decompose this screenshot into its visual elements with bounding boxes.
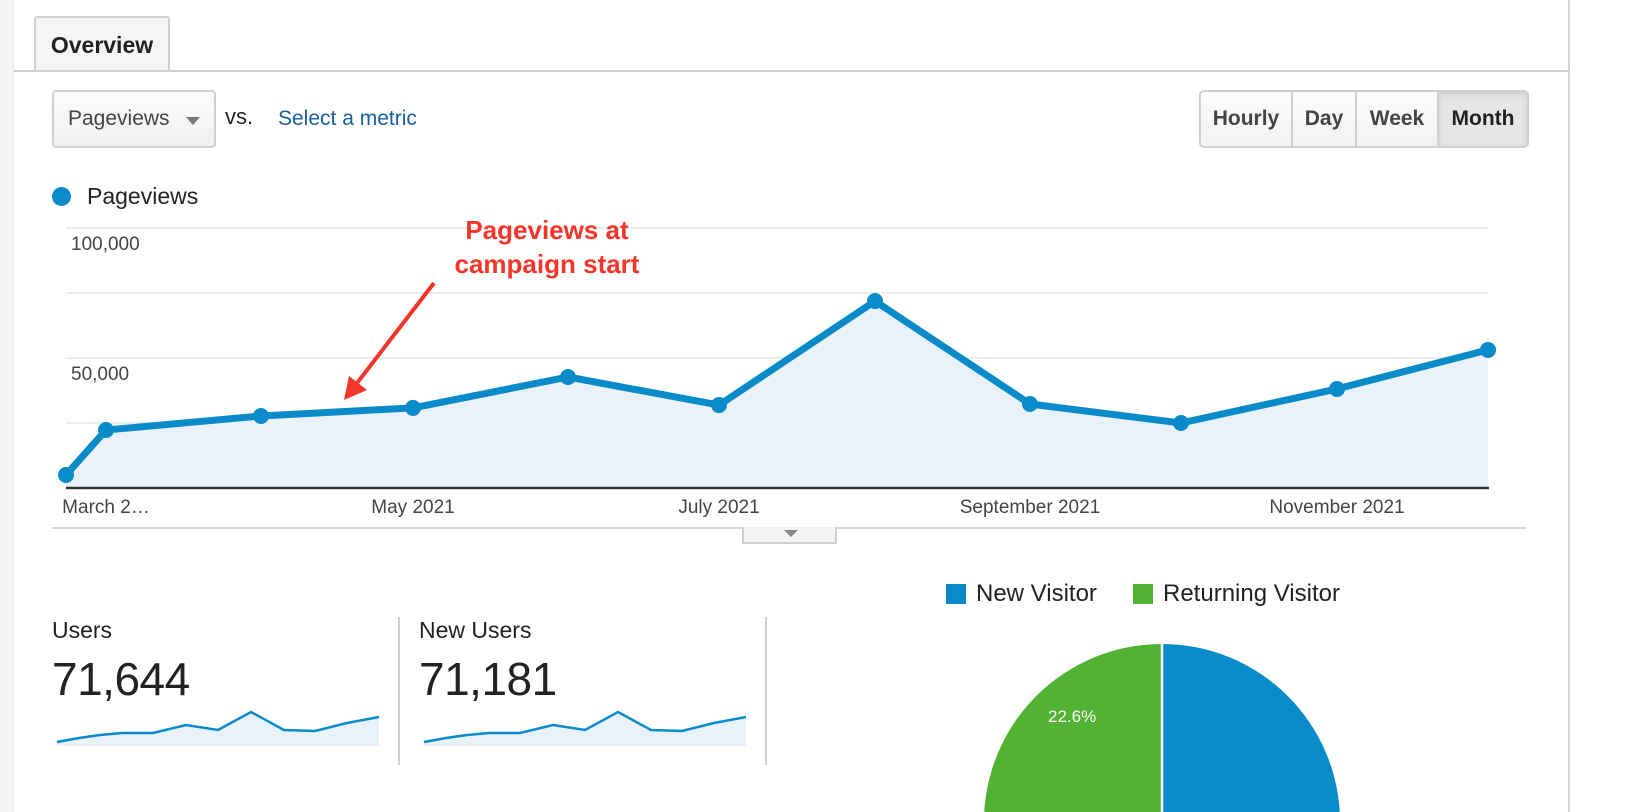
stat-separator (765, 617, 767, 765)
data-point[interactable] (711, 397, 727, 414)
x-tick-label: July 2021 (678, 497, 760, 518)
right-gutter (1568, 0, 1632, 812)
pie-legend-returning[interactable]: Returning Visitor (1133, 580, 1340, 608)
stat-new-users: New Users 71,181 (419, 617, 557, 706)
tab-bar-divider (14, 70, 1570, 72)
month-button[interactable]: Month (1439, 92, 1527, 146)
legend-label: Returning Visitor (1163, 580, 1340, 607)
pie-slice-label: 22.6% (1048, 707, 1097, 726)
data-point[interactable] (253, 407, 269, 424)
x-tick-label: May 2021 (371, 497, 455, 518)
data-point[interactable] (867, 293, 883, 310)
visitor-pie-chart (984, 644, 1340, 812)
pie-legend-new[interactable]: New Visitor (946, 580, 1097, 608)
hourly-button[interactable]: Hourly (1201, 92, 1293, 146)
collapse-chart-handle[interactable] (742, 527, 837, 544)
stat-users: Users 71,644 (52, 617, 190, 706)
compare-metric-link[interactable]: Select a metric (278, 107, 417, 130)
series-area (66, 301, 1488, 488)
series-dot-icon (52, 187, 71, 206)
legend-square-icon (946, 584, 966, 604)
stat-label: Users (52, 617, 113, 643)
data-point[interactable] (560, 368, 576, 385)
data-point[interactable] (1173, 415, 1189, 431)
left-gutter (0, 0, 14, 812)
chart-legend: Pageviews (52, 183, 198, 210)
metric-select-value: Pageviews (68, 107, 170, 130)
data-point[interactable] (98, 422, 114, 439)
metric-select[interactable]: Pageviews (52, 90, 216, 148)
week-button[interactable]: Week (1357, 92, 1439, 146)
stat-label: New Users (419, 617, 532, 643)
stat-value: 71,181 (419, 653, 557, 705)
users-sparkline (56, 710, 380, 746)
pageviews-chart (58, 227, 1496, 490)
chevron-down-icon (186, 117, 200, 125)
new-users-sparkline (423, 710, 747, 746)
data-point[interactable] (1022, 396, 1038, 413)
stat-separator (398, 617, 400, 765)
legend-label: New Visitor (976, 580, 1097, 607)
annotation-line-2: campaign start (454, 249, 640, 279)
stat-value: 71,644 (52, 653, 190, 705)
annotation-arrow (344, 281, 436, 400)
y-tick-label: 50,000 (71, 364, 130, 385)
x-tick-label: September 2021 (959, 497, 1101, 518)
x-tick-label: November 2021 (1269, 497, 1405, 518)
vs-label: vs. (225, 104, 254, 129)
x-tick-label: March 2… (62, 497, 150, 518)
tab-overview[interactable]: Overview (34, 16, 170, 72)
granularity-toggle: Hourly Day Week Month (1199, 90, 1529, 148)
legend-square-icon (1133, 584, 1153, 604)
data-points[interactable] (58, 293, 1496, 483)
data-point[interactable] (1329, 380, 1345, 397)
data-point[interactable] (405, 399, 421, 416)
chevron-down-icon (784, 530, 798, 537)
legend-label: Pageviews (87, 183, 199, 209)
data-point[interactable] (1480, 341, 1496, 358)
y-tick-label: 100,000 (71, 234, 140, 255)
data-point[interactable] (58, 467, 74, 483)
day-button[interactable]: Day (1293, 92, 1357, 146)
campaign-annotation: Pageviews at campaign start (440, 213, 654, 281)
annotation-line-1: Pageviews at (465, 215, 629, 245)
